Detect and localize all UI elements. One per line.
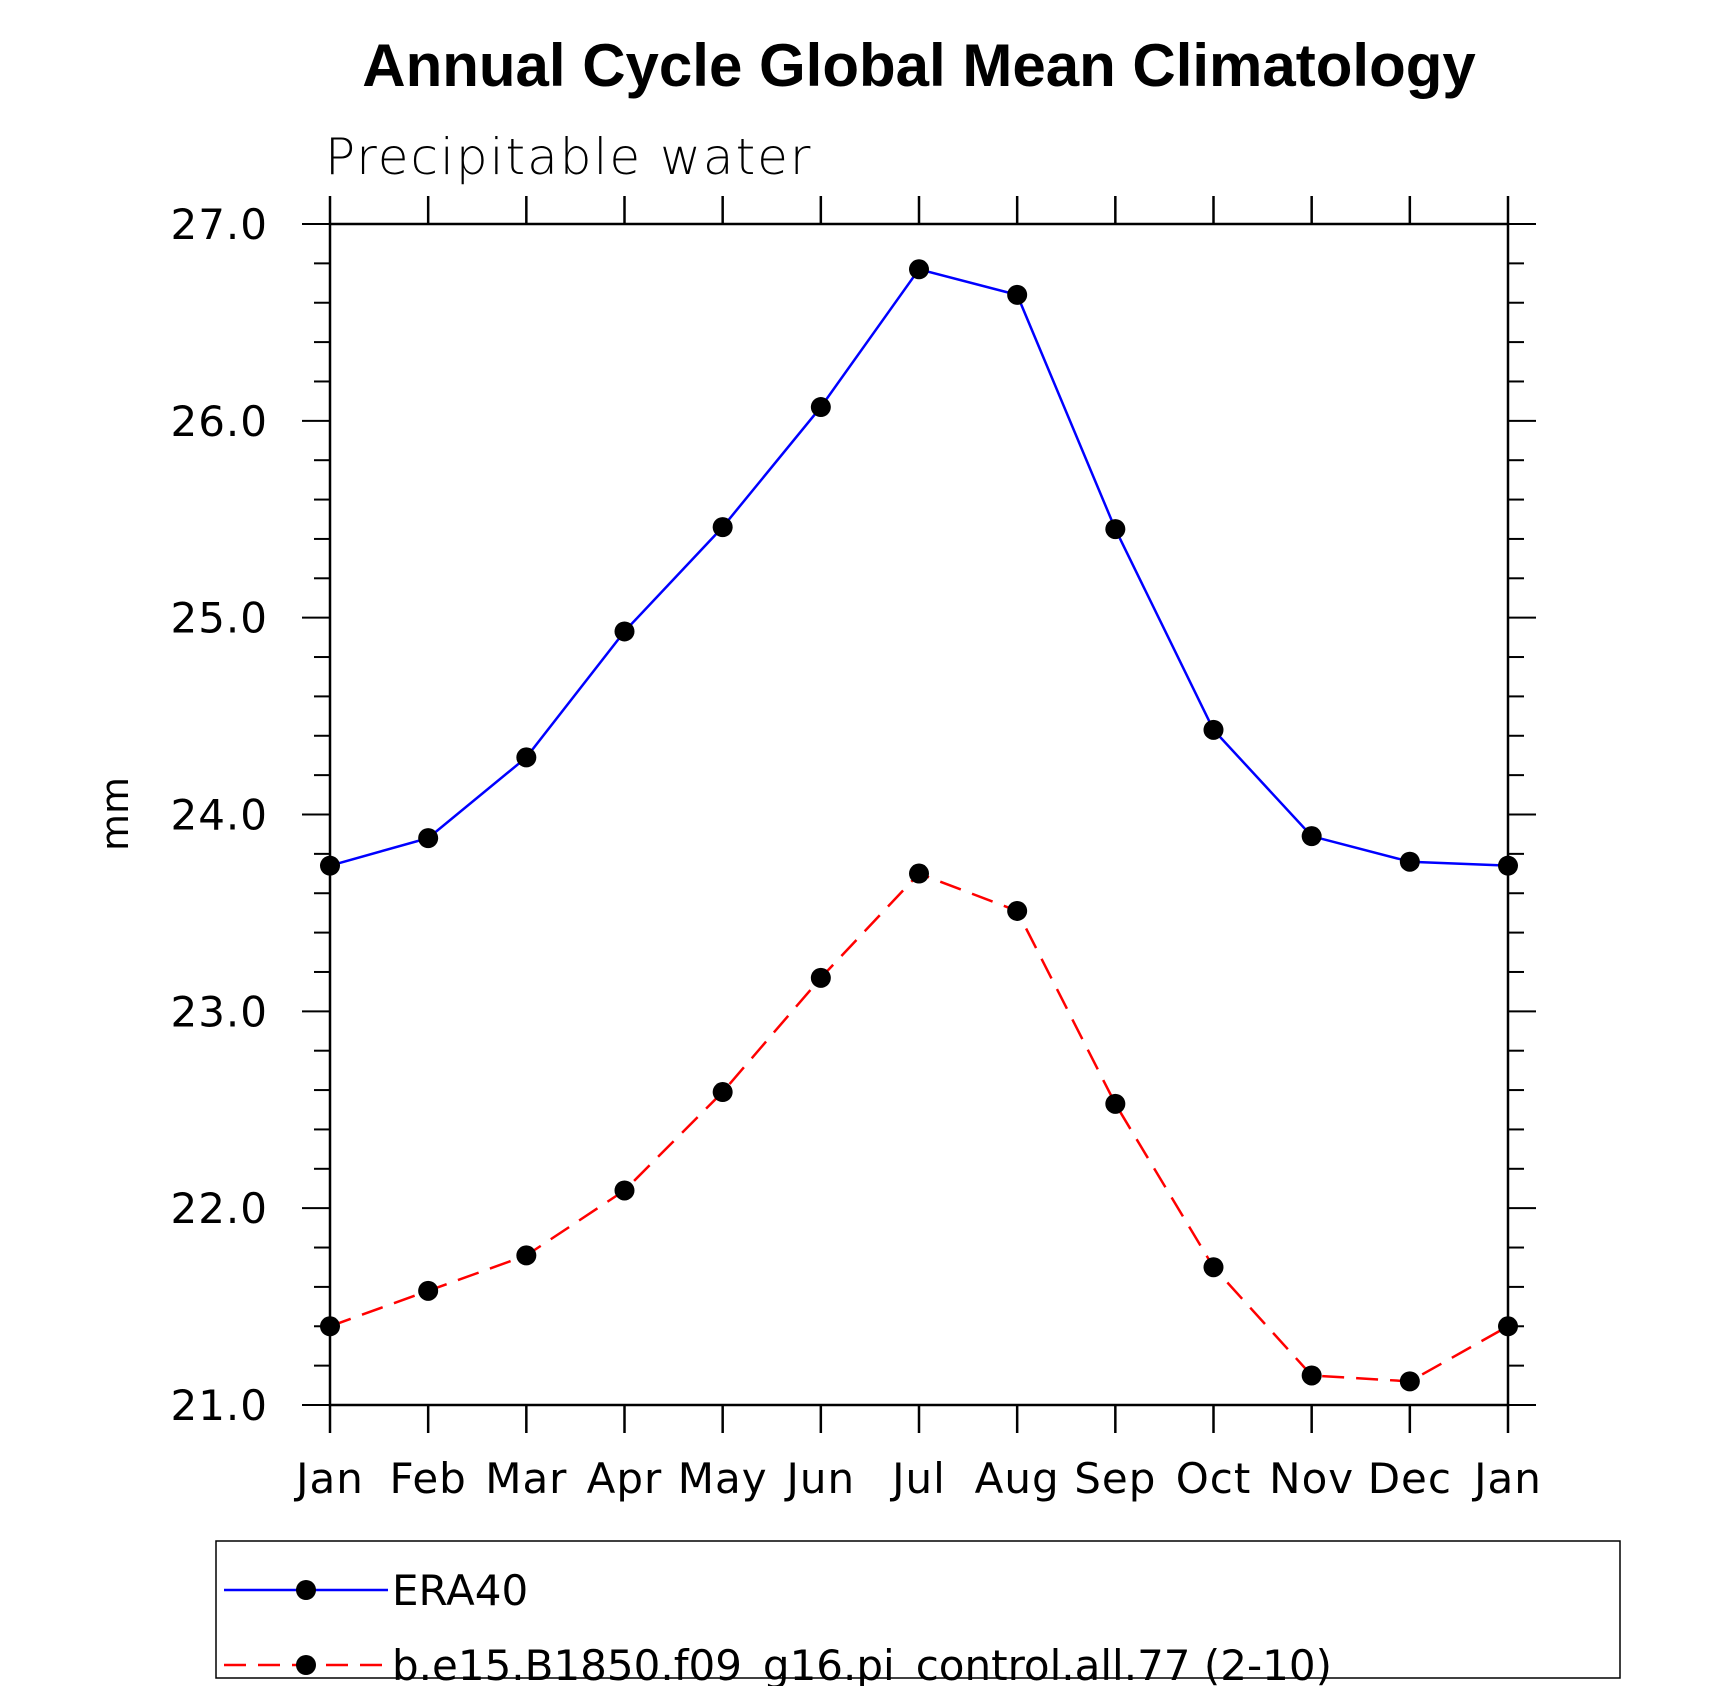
axes-group: Jan Feb Mar Apr May Jun Jul Aug Sep Oct Nov Dec Jan 2… <box>170 196 1541 1503</box>
series-lines-group <box>329 267 1509 1383</box>
plot-frame <box>328 222 1510 1407</box>
y-tick-label: 26.0 <box>170 397 268 446</box>
markers-group <box>320 259 1518 1392</box>
chart-title: Annual Cycle Global Mean Climatology <box>362 32 1476 99</box>
y-axis-label: mm <box>93 777 137 851</box>
data-point <box>1399 851 1420 872</box>
data-point <box>712 517 733 538</box>
data-point <box>516 1245 537 1266</box>
data-point <box>712 1082 733 1103</box>
data-point <box>614 621 635 642</box>
y-tick-label: 25.0 <box>170 594 268 643</box>
data-point <box>1007 900 1028 921</box>
legend-label-1: b.e15.B1850.f09_g16.pi_control.all.77 (2… <box>392 1641 1332 1686</box>
y-tick-label: 24.0 <box>170 791 268 840</box>
data-point <box>810 397 831 418</box>
x-tick-label: Apr <box>587 1454 663 1503</box>
x-tick-label: Jun <box>784 1454 856 1503</box>
x-tick-label: Jan <box>293 1454 364 1503</box>
data-point <box>1203 719 1224 740</box>
data-point <box>1399 1371 1420 1392</box>
data-point <box>909 863 929 884</box>
data-point <box>418 1280 439 1301</box>
data-point <box>516 747 537 768</box>
data-point <box>909 259 929 280</box>
x-tick-label: Oct <box>1176 1454 1252 1503</box>
y-tick-label: 27.0 <box>170 200 268 249</box>
series-line-0 <box>329 267 1509 867</box>
y-tick-label: 22.0 <box>170 1184 268 1233</box>
data-point <box>1301 1365 1322 1386</box>
data-point <box>1203 1257 1224 1278</box>
data-point <box>614 1180 635 1201</box>
data-point <box>1007 284 1028 305</box>
data-point <box>418 828 439 849</box>
data-point <box>1105 519 1126 540</box>
data-point <box>810 967 831 988</box>
x-tick-label: Nov <box>1269 1454 1354 1503</box>
legend-marker-1 <box>296 1655 316 1675</box>
data-point <box>1105 1093 1126 1114</box>
y-tick-label: 21.0 <box>170 1381 268 1430</box>
legend-label-0: ERA40 <box>392 1566 528 1615</box>
data-point <box>1301 826 1322 847</box>
x-tick-label: Feb <box>389 1454 466 1503</box>
data-point <box>1498 1316 1518 1337</box>
legend-box <box>215 1540 1621 1679</box>
x-tick-label: Dec <box>1368 1454 1452 1503</box>
x-tick-label: Jul <box>889 1454 946 1503</box>
data-point <box>1498 855 1518 876</box>
x-tick-label: Jan <box>1471 1454 1542 1503</box>
chart-subtitle: Precipitable water <box>325 128 813 186</box>
x-tick-label: Sep <box>1074 1454 1156 1503</box>
series-line-1 <box>329 872 1509 1383</box>
y-tick-label: 23.0 <box>170 987 268 1036</box>
legend-marker-0 <box>296 1580 316 1600</box>
x-tick-label: May <box>678 1454 768 1503</box>
data-point <box>320 855 340 876</box>
x-tick-label: Aug <box>975 1454 1060 1503</box>
legend: ERA40 b.e15.B1850.f09_g16.pi_control.all.… <box>215 1540 1621 1686</box>
x-tick-label: Mar <box>485 1454 567 1503</box>
data-point <box>320 1316 340 1337</box>
